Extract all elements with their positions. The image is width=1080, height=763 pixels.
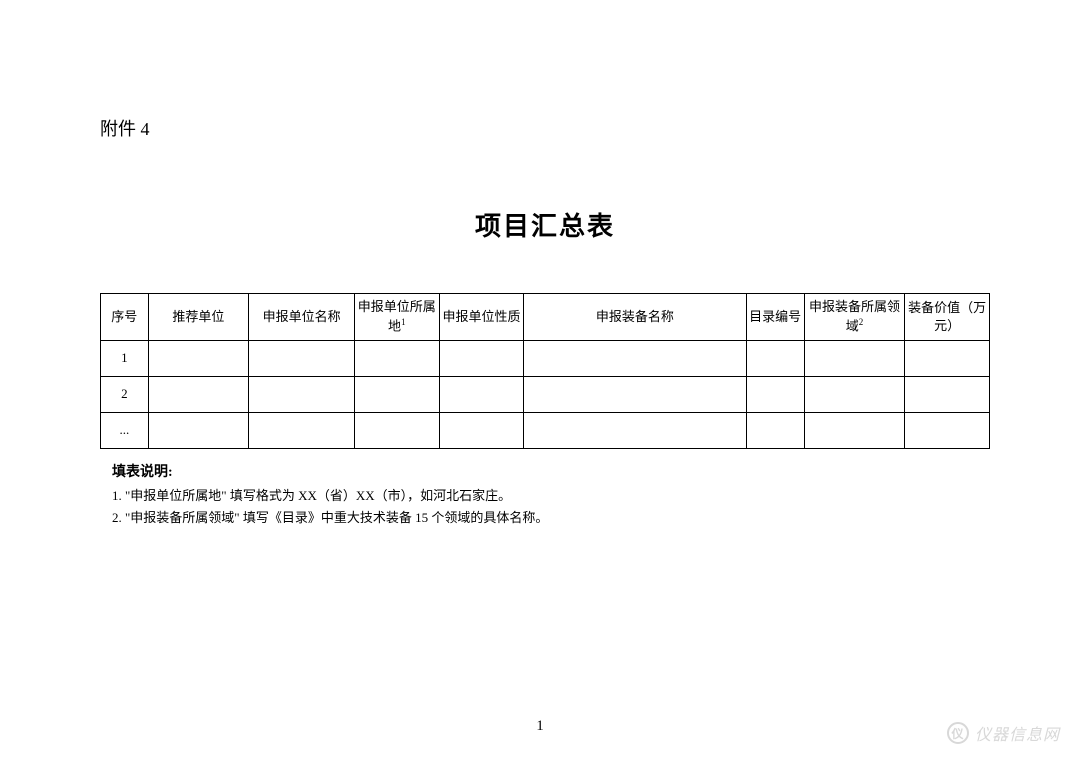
cell-field xyxy=(804,412,905,448)
header-recommend-unit: 推荐单位 xyxy=(148,294,249,341)
table-row: ... xyxy=(101,412,990,448)
header-seq: 序号 xyxy=(101,294,149,341)
cell-location xyxy=(354,376,439,412)
cell-location xyxy=(354,412,439,448)
header-declare-unit-location: 申报单位所属地1 xyxy=(354,294,439,341)
header-location-sup: 1 xyxy=(401,317,406,327)
page-number: 1 xyxy=(0,718,1080,735)
cell-nature xyxy=(439,340,524,376)
cell-catalog xyxy=(746,340,804,376)
watermark-text: 仪器信息网 xyxy=(975,721,1060,745)
cell-field xyxy=(804,376,905,412)
header-equipment-name: 申报装备名称 xyxy=(524,294,746,341)
table-row: 2 xyxy=(101,376,990,412)
cell-value xyxy=(905,412,990,448)
header-field-text: 申报装备所属领域 xyxy=(809,299,900,334)
watermark: 仪 仪器信息网 xyxy=(947,721,1060,745)
cell-declare-name xyxy=(249,340,355,376)
cell-catalog xyxy=(746,376,804,412)
cell-seq: 2 xyxy=(101,376,149,412)
notes-title: 填表说明: xyxy=(112,461,990,481)
table-row: 1 xyxy=(101,340,990,376)
cell-value xyxy=(905,340,990,376)
cell-equipment xyxy=(524,376,746,412)
cell-recommend xyxy=(148,340,249,376)
cell-equipment xyxy=(524,412,746,448)
page-title: 项目汇总表 xyxy=(100,206,990,243)
header-declare-unit-name: 申报单位名称 xyxy=(249,294,355,341)
cell-nature xyxy=(439,412,524,448)
cell-recommend xyxy=(148,412,249,448)
header-declare-unit-nature: 申报单位性质 xyxy=(439,294,524,341)
cell-declare-name xyxy=(249,412,355,448)
cell-value xyxy=(905,376,990,412)
summary-table: 序号 推荐单位 申报单位名称 申报单位所属地1 申报单位性质 申报装备名称 目录… xyxy=(100,293,990,449)
cell-seq: ... xyxy=(101,412,149,448)
header-equipment-field: 申报装备所属领域2 xyxy=(804,294,905,341)
cell-nature xyxy=(439,376,524,412)
attachment-label: 附件 4 xyxy=(100,115,990,141)
cell-declare-name xyxy=(249,376,355,412)
notes-line-2: 2. "申报装备所属领域" 填写《目录》中重大技术装备 15 个领域的具体名称。 xyxy=(112,507,990,529)
cell-field xyxy=(804,340,905,376)
header-location-text: 申报单位所属地 xyxy=(358,299,436,334)
header-field-sup: 2 xyxy=(859,317,864,327)
cell-seq: 1 xyxy=(101,340,149,376)
watermark-icon: 仪 xyxy=(947,722,969,744)
header-equipment-value: 装备价值（万元） xyxy=(905,294,990,341)
header-catalog-number: 目录编号 xyxy=(746,294,804,341)
cell-location xyxy=(354,340,439,376)
cell-equipment xyxy=(524,340,746,376)
cell-catalog xyxy=(746,412,804,448)
table-header-row: 序号 推荐单位 申报单位名称 申报单位所属地1 申报单位性质 申报装备名称 目录… xyxy=(101,294,990,341)
notes-line-1: 1. "申报单位所属地" 填写格式为 XX（省）XX（市），如河北石家庄。 xyxy=(112,485,990,507)
cell-recommend xyxy=(148,376,249,412)
